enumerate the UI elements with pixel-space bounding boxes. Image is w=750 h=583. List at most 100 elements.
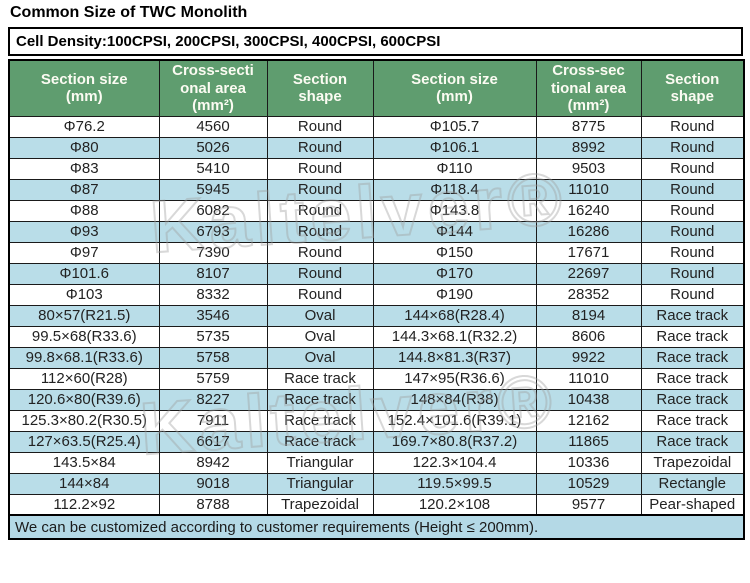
cell-section-shape-right: Round bbox=[640, 262, 745, 285]
cell-section-size-left: 144×84 bbox=[8, 472, 160, 495]
cell-section-size-right: 147×95(R36.6) bbox=[372, 367, 537, 390]
table-row: 112.2×92 8788 Trapezoidal 120.2×108 9577 Pear… bbox=[8, 493, 745, 516]
header-cross-area-right: Cross-sec tional area (mm²) bbox=[535, 59, 642, 117]
cell-cross-area-right: 11010 bbox=[535, 367, 642, 390]
cell-cross-area-left: 7911 bbox=[158, 409, 268, 432]
footer-note-text: We can be customized according to custom… bbox=[8, 514, 745, 540]
cell-section-shape-left: Race track bbox=[266, 430, 374, 453]
cell-cross-area-right: 8775 bbox=[535, 115, 642, 138]
table-row: 144×84 9018 Triangular 119.5×99.5 10529 Recta… bbox=[8, 472, 745, 495]
cell-section-size-left: 112×60(R28) bbox=[8, 367, 160, 390]
cell-cross-area-left: 8942 bbox=[158, 451, 268, 474]
cell-section-shape-right: Round bbox=[640, 178, 745, 201]
cell-cross-area-right: 9503 bbox=[535, 157, 642, 180]
cell-section-shape-right: Race track bbox=[640, 304, 745, 327]
cell-cross-area-right: 8992 bbox=[535, 136, 642, 159]
cell-cross-area-right: 16240 bbox=[535, 199, 642, 222]
cell-section-shape-left: Round bbox=[266, 136, 374, 159]
cell-cross-area-left: 5410 bbox=[158, 157, 268, 180]
cell-section-size-right: 144.3×68.1(R32.2) bbox=[372, 325, 537, 348]
cell-section-shape-right: Race track bbox=[640, 367, 745, 390]
cell-section-shape-right: Round bbox=[640, 241, 745, 264]
cell-section-shape-right: Trapezoidal bbox=[640, 451, 745, 474]
header-section-size-left: Section size (mm) bbox=[8, 59, 160, 117]
cell-section-size-right: Φ118.4 bbox=[372, 178, 537, 201]
header-section-size-right: Section size (mm) bbox=[372, 59, 537, 117]
header-cross-area-left: Cross-secti onal area (mm²) bbox=[158, 59, 268, 117]
header-section-shape-right: Section shape bbox=[640, 59, 745, 117]
table-row: Φ101.6 8107 Round Φ170 22697 Round bbox=[8, 262, 745, 285]
cell-section-size-right: 120.2×108 bbox=[372, 493, 537, 516]
cell-section-size-left: Φ88 bbox=[8, 199, 160, 222]
table-row: 99.5×68(R33.6) 5735 Oval 144.3×68.1(R32.2) 8… bbox=[8, 325, 745, 348]
table-row: Φ97 7390 Round Φ150 17671 Round bbox=[8, 241, 745, 264]
table-row: 125.3×80.2(R30.5) 7911 Race track 152.4×101… bbox=[8, 409, 745, 432]
cell-section-shape-right: Race track bbox=[640, 346, 745, 369]
cell-cross-area-left: 5945 bbox=[158, 178, 268, 201]
cell-section-shape-right: Round bbox=[640, 199, 745, 222]
cell-cross-area-left: 5759 bbox=[158, 367, 268, 390]
cell-section-shape-right: Round bbox=[640, 115, 745, 138]
cell-section-shape-left: Round bbox=[266, 262, 374, 285]
cell-section-size-left: Φ101.6 bbox=[8, 262, 160, 285]
cell-section-shape-left: Oval bbox=[266, 304, 374, 327]
cell-section-shape-right: Race track bbox=[640, 430, 745, 453]
cell-section-size-right: 169.7×80.8(R37.2) bbox=[372, 430, 537, 453]
table-row: Φ83 5410 Round Φ110 9503 Round bbox=[8, 157, 745, 180]
cell-section-shape-left: Round bbox=[266, 199, 374, 222]
cell-cross-area-left: 4560 bbox=[158, 115, 268, 138]
cell-section-shape-left: Race track bbox=[266, 409, 374, 432]
cell-section-shape-left: Triangular bbox=[266, 451, 374, 474]
cell-cross-area-left: 5026 bbox=[158, 136, 268, 159]
cell-cross-area-left: 7390 bbox=[158, 241, 268, 264]
cell-section-size-right: Φ190 bbox=[372, 283, 537, 306]
cell-section-size-right: 144×68(R28.4) bbox=[372, 304, 537, 327]
cell-section-shape-left: Round bbox=[266, 283, 374, 306]
cell-section-shape-right: Round bbox=[640, 136, 745, 159]
cell-cross-area-right: 9577 bbox=[535, 493, 642, 516]
cell-section-shape-left: Round bbox=[266, 115, 374, 138]
cell-section-size-left: Φ80 bbox=[8, 136, 160, 159]
cell-section-size-left: 99.8×68.1(R33.6) bbox=[8, 346, 160, 369]
cell-cross-area-right: 8194 bbox=[535, 304, 642, 327]
cell-section-size-right: 152.4×101.6(R39.1) bbox=[372, 409, 537, 432]
cell-section-shape-left: Oval bbox=[266, 325, 374, 348]
cell-cross-area-left: 5758 bbox=[158, 346, 268, 369]
cell-cross-area-left: 6617 bbox=[158, 430, 268, 453]
cell-cross-area-right: 11865 bbox=[535, 430, 642, 453]
header-section-shape-left: Section shape bbox=[266, 59, 374, 117]
cell-density-banner: Cell Density:100CPSI, 200CPSI, 300CPSI, … bbox=[8, 27, 743, 56]
table-row: 127×63.5(R25.4) 6617 Race track 169.7×80.8(… bbox=[8, 430, 745, 453]
cell-cross-area-left: 6082 bbox=[158, 199, 268, 222]
cell-cross-area-right: 12162 bbox=[535, 409, 642, 432]
cell-section-size-right: 122.3×104.4 bbox=[372, 451, 537, 474]
table-row: Φ87 5945 Round Φ118.4 11010 Round bbox=[8, 178, 745, 201]
table-header-row: Section size (mm) Cross-secti onal area … bbox=[8, 59, 745, 117]
cell-section-shape-left: Round bbox=[266, 157, 374, 180]
cell-section-size-right: 148×84(R38) bbox=[372, 388, 537, 411]
cell-cross-area-right: 9922 bbox=[535, 346, 642, 369]
cell-section-shape-left: Trapezoidal bbox=[266, 493, 374, 516]
cell-section-size-left: Φ103 bbox=[8, 283, 160, 306]
cell-cross-area-right: 22697 bbox=[535, 262, 642, 285]
table-row: Φ103 8332 Round Φ190 28352 Round bbox=[8, 283, 745, 306]
cell-cross-area-right: 17671 bbox=[535, 241, 642, 264]
table-row: 143.5×84 8942 Triangular 122.3×104.4 10336 Tr… bbox=[8, 451, 745, 474]
cell-cross-area-right: 10529 bbox=[535, 472, 642, 495]
cell-section-shape-right: Round bbox=[640, 157, 745, 180]
cell-section-size-left: 112.2×92 bbox=[8, 493, 160, 516]
cell-cross-area-right: 28352 bbox=[535, 283, 642, 306]
cell-section-shape-right: Round bbox=[640, 220, 745, 243]
cell-section-size-left: 99.5×68(R33.6) bbox=[8, 325, 160, 348]
cell-cross-area-left: 3546 bbox=[158, 304, 268, 327]
cell-section-size-left: Φ76.2 bbox=[8, 115, 160, 138]
table-row: 120.6×80(R39.6) 8227 Race track 148×84(R38)… bbox=[8, 388, 745, 411]
cell-section-shape-right: Round bbox=[640, 283, 745, 306]
cell-section-shape-left: Round bbox=[266, 178, 374, 201]
table-row: 112×60(R28) 5759 Race track 147×95(R36.6) 11… bbox=[8, 367, 745, 390]
table-row: 99.8×68.1(R33.6) 5758 Oval 144.8×81.3(R37) 9… bbox=[8, 346, 745, 369]
cell-section-size-right: 119.5×99.5 bbox=[372, 472, 537, 495]
table-row: Φ80 5026 Round Φ106.1 8992 Round bbox=[8, 136, 745, 159]
cell-cross-area-right: 16286 bbox=[535, 220, 642, 243]
cell-cross-area-right: 10438 bbox=[535, 388, 642, 411]
